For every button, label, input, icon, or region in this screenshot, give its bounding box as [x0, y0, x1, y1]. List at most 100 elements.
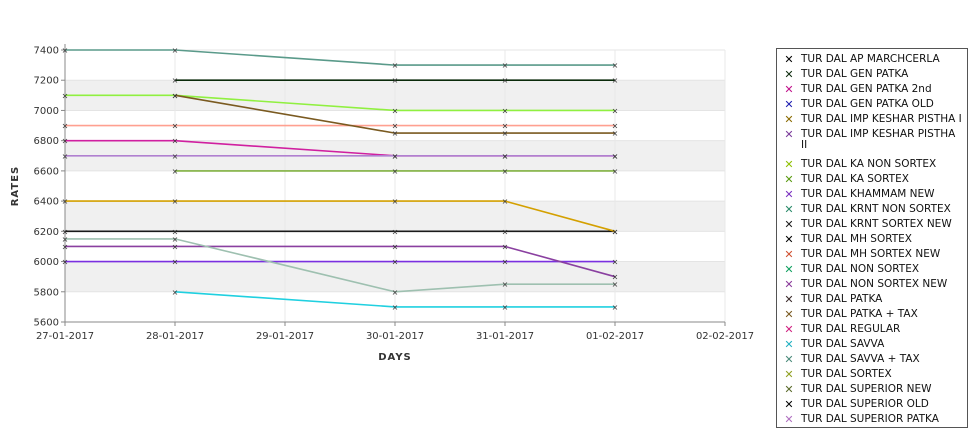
data-point-marker: × — [612, 303, 619, 312]
data-point-marker: × — [502, 197, 509, 206]
legend-label: TUR DAL SUPERIOR NEW — [795, 384, 931, 395]
legend-label: TUR DAL SAVVA — [795, 339, 884, 350]
legend-label: TUR DAL KA NON SORTEX — [795, 159, 936, 170]
legend-label: TUR DAL SUPERIOR OLD — [795, 399, 929, 410]
data-point-marker: × — [392, 152, 399, 161]
legend-item: ✕ TUR DAL AP MARCHCERLA — [777, 52, 967, 67]
x-tick-label: 01-02-2017 — [586, 331, 644, 342]
data-point-marker: × — [392, 76, 399, 85]
legend-item: ✕ TUR DAL KRNT NON SORTEX — [777, 202, 967, 217]
legend-item: ✕ TUR DAL NON SORTEX — [777, 262, 967, 277]
legend-item: ✕ TUR DAL GEN PATKA — [777, 67, 967, 82]
x-tick-label: 29-01-2017 — [256, 331, 314, 342]
legend-label: TUR DAL MH SORTEX — [795, 234, 912, 245]
data-point-marker: × — [392, 129, 399, 138]
legend-marker-icon: ✕ — [783, 339, 795, 351]
legend-marker-icon: ✕ — [783, 189, 795, 201]
data-point-marker: × — [392, 61, 399, 70]
data-point-marker: × — [502, 152, 509, 161]
x-axis-ticks: 27-01-2017 28-01-2017 29-01-2017 30-01-2017… — [36, 322, 754, 342]
legend-marker-icon: ✕ — [783, 174, 795, 186]
legend-marker-icon: ✕ — [783, 324, 795, 336]
legend-marker-icon: ✕ — [783, 279, 795, 291]
legend-marker-icon: ✕ — [783, 219, 795, 231]
data-point-marker: × — [172, 122, 179, 131]
y-tick-label: 6600 — [34, 166, 59, 177]
legend-marker-icon: ✕ — [783, 414, 795, 426]
data-point-marker: × — [392, 303, 399, 312]
legend-label: TUR DAL NON SORTEX — [795, 264, 919, 275]
legend-label: TUR DAL SUPERIOR PATKA — [795, 414, 939, 425]
data-point-marker: × — [172, 46, 179, 55]
x-axis-title: DAYS — [378, 352, 412, 363]
y-tick-label: 6200 — [34, 227, 59, 238]
data-point-marker: × — [62, 152, 69, 161]
legend-item: ✕ TUR DAL MH SORTEX — [777, 232, 967, 247]
y-tick-label: 7200 — [34, 76, 59, 87]
x-tick-label: 31-01-2017 — [476, 331, 534, 342]
x-tick-label: 30-01-2017 — [366, 331, 424, 342]
legend-marker-icon: ✕ — [783, 249, 795, 261]
y-axis-title: RATES — [10, 166, 21, 207]
data-point-marker: × — [502, 242, 509, 251]
legend-label: TUR DAL AP MARCHCERLA — [795, 54, 940, 65]
data-point-marker: × — [172, 76, 179, 85]
data-point-marker: × — [172, 197, 179, 206]
legend-label: TUR DAL SAVVA + TAX — [795, 354, 920, 365]
legend-label: TUR DAL GEN PATKA OLD — [795, 99, 934, 110]
data-point-marker: × — [502, 106, 509, 115]
legend-marker-icon: ✕ — [783, 264, 795, 276]
legend-marker-icon: ✕ — [783, 399, 795, 411]
legend-marker-icon: ✕ — [783, 309, 795, 321]
legend-item: ✕ TUR DAL SAVVA + TAX — [777, 352, 967, 367]
data-point-marker: × — [502, 61, 509, 70]
data-point-marker: × — [172, 235, 179, 244]
data-point-marker: × — [612, 76, 619, 85]
chart-legend: ✕ TUR DAL AP MARCHCERLA ✕ TUR DAL GEN PATKA… — [776, 48, 968, 428]
legend-item: ✕ TUR DAL REGULAR — [777, 322, 967, 337]
data-point-marker: × — [612, 152, 619, 161]
legend-marker-icon: ✕ — [783, 204, 795, 216]
legend-marker-icon: ✕ — [783, 54, 795, 66]
data-point-marker: × — [62, 258, 69, 267]
data-point-marker: × — [172, 91, 179, 100]
data-point-marker: × — [62, 197, 69, 206]
y-tick-label: 5800 — [34, 287, 59, 298]
data-point-marker: × — [612, 258, 619, 267]
data-point-marker: × — [612, 227, 619, 236]
data-point-marker: × — [612, 106, 619, 115]
y-tick-label: 5600 — [34, 318, 59, 329]
data-point-marker: × — [502, 227, 509, 236]
data-point-marker: × — [62, 122, 69, 131]
legend-marker-icon: ✕ — [783, 114, 795, 126]
legend-item: ✕ TUR DAL GEN PATKA 2nd — [777, 82, 967, 97]
legend-label: TUR DAL PATKA + TAX — [795, 309, 918, 320]
data-point-marker: × — [502, 258, 509, 267]
data-point-marker: × — [502, 129, 509, 138]
data-point-marker: × — [392, 288, 399, 297]
legend-label: TUR DAL PATKA — [795, 294, 882, 305]
data-point-marker: × — [62, 137, 69, 146]
data-point-marker: × — [62, 235, 69, 244]
legend-marker-icon: ✕ — [783, 159, 795, 171]
legend-marker-icon: ✕ — [783, 294, 795, 306]
data-point-marker: × — [62, 91, 69, 100]
legend-item: ✕ TUR DAL PATKA + TAX — [777, 307, 967, 322]
legend-item: ✕ TUR DAL IMP KESHAR PISTHA I — [777, 112, 967, 127]
data-point-marker: × — [502, 167, 509, 176]
y-tick-label: 6400 — [34, 197, 59, 208]
legend-item: ✕ TUR DAL SAVVA — [777, 337, 967, 352]
legend-label: TUR DAL KRNT SORTEX NEW — [795, 219, 952, 230]
data-point-marker: × — [392, 167, 399, 176]
legend-marker-icon: ✕ — [783, 69, 795, 81]
data-point-marker: × — [502, 76, 509, 85]
data-point-marker: × — [612, 129, 619, 138]
legend-item: ✕ TUR DAL PATKA — [777, 292, 967, 307]
data-point-marker: × — [172, 167, 179, 176]
data-point-marker: × — [392, 197, 399, 206]
legend-label: TUR DAL KRNT NON SORTEX — [795, 204, 951, 215]
legend-label: TUR DAL KHAMMAM NEW — [795, 189, 935, 200]
data-point-marker: × — [392, 242, 399, 251]
legend-label: TUR DAL GEN PATKA — [795, 69, 908, 80]
legend-marker-icon: ✕ — [783, 99, 795, 111]
